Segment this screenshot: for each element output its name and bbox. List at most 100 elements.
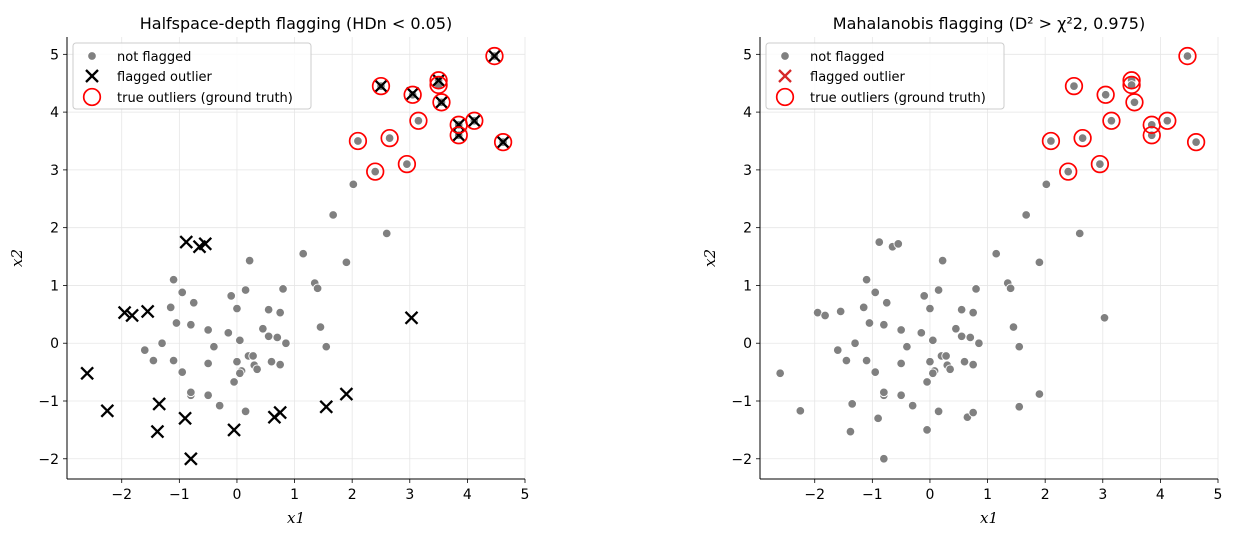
left-x-tick-label: −1 xyxy=(169,487,190,503)
right-point-not-flagged xyxy=(1005,283,1016,294)
right-point-not-flagged xyxy=(968,307,978,318)
left-point-not-flagged xyxy=(235,335,245,346)
right-point-not-flagged xyxy=(881,298,892,308)
right-point-not-flagged xyxy=(928,368,938,379)
right-y-tick-label: 5 xyxy=(743,47,752,63)
right-chart-panel: Mahalanobis flagging (D² > χ²2, 0.975) −… xyxy=(701,14,1222,527)
right-point-true-outlier xyxy=(1158,111,1177,130)
left-point-not-flagged xyxy=(381,228,392,239)
left-x-tick-label: 4 xyxy=(463,487,472,503)
left-point-not-flagged xyxy=(275,307,285,318)
right-point-not-flagged xyxy=(847,399,857,409)
right-point-not-flagged xyxy=(879,319,889,330)
left-y-tick-label: 5 xyxy=(50,47,59,63)
left-x-tick-label: 0 xyxy=(232,487,241,503)
right-point-not-flagged xyxy=(864,318,875,328)
right-point-not-flagged xyxy=(1191,137,1201,147)
right-point-not-flagged xyxy=(873,413,883,424)
left-point-not-flagged xyxy=(188,298,199,308)
right-point-true-outlier xyxy=(1178,46,1197,66)
right-point-not-flagged xyxy=(945,364,955,374)
right-point-not-flagged xyxy=(974,338,984,348)
left-point-flagged xyxy=(178,411,192,426)
right-legend-box xyxy=(765,42,1005,110)
left-point-true-outlier xyxy=(403,85,422,104)
left-point-not-flagged xyxy=(315,322,326,332)
left-point-not-flagged xyxy=(232,303,242,314)
left-point-true-outlier xyxy=(465,111,484,130)
right-point-not-flagged xyxy=(951,324,961,334)
right-point-not-flagged xyxy=(896,390,906,400)
right-point-not-flagged xyxy=(968,359,978,370)
right-point-not-flagged xyxy=(1162,116,1173,126)
left-y-tick-label: 4 xyxy=(50,105,59,121)
left-point-not-flagged xyxy=(177,367,187,377)
right-point-not-flagged xyxy=(1014,402,1024,412)
left-point-not-flagged xyxy=(263,304,274,315)
right-point-not-flagged xyxy=(919,291,929,301)
left-point-flagged xyxy=(374,79,388,93)
right-point-not-flagged xyxy=(870,287,880,298)
right-point-not-flagged xyxy=(1008,322,1019,332)
right-point-not-flagged xyxy=(879,387,889,398)
right-legend-marker-true-outlier xyxy=(775,87,795,107)
right-point-not-flagged xyxy=(1106,116,1117,126)
right-point-not-flagged xyxy=(965,332,976,343)
right-point-not-flagged xyxy=(1046,136,1056,146)
left-point-not-flagged xyxy=(168,274,179,285)
left-point-not-flagged xyxy=(140,345,150,355)
right-x-tick-label: 4 xyxy=(1156,487,1165,503)
right-point-not-flagged xyxy=(1063,166,1073,177)
right-legend-label: true outliers (ground truth) xyxy=(810,91,986,106)
left-legend-marker-true-outlier xyxy=(82,87,102,107)
right-point-true-outlier xyxy=(1122,71,1141,90)
left-point-flagged xyxy=(487,49,502,63)
right-point-not-flagged xyxy=(879,454,889,464)
right-legend-marker-not-flagged xyxy=(780,51,790,61)
left-legend: not flagged flagged outlier true outliers … xyxy=(72,42,312,110)
left-point-true-outlier xyxy=(449,126,468,145)
right-point-not-flagged xyxy=(933,406,944,417)
left-point-not-flagged xyxy=(275,359,285,370)
right-point-true-outlier xyxy=(1059,162,1078,181)
left-point-not-flagged xyxy=(229,377,239,387)
left-point-not-flagged xyxy=(165,302,176,313)
left-chart-title: Halfspace-depth flagging (HDn < 0.05) xyxy=(140,14,452,33)
left-point-not-flagged xyxy=(171,318,182,328)
right-y-tick-label: 4 xyxy=(743,105,752,121)
right-x-tick-label: −1 xyxy=(862,487,883,503)
left-point-not-flagged xyxy=(266,356,277,367)
right-point-not-flagged xyxy=(1014,341,1024,352)
left-y-tick-label: 1 xyxy=(50,278,59,294)
left-point-not-flagged xyxy=(272,332,283,343)
right-point-not-flagged xyxy=(937,255,948,266)
right-point-not-flagged xyxy=(858,302,869,313)
left-point-flagged xyxy=(431,73,446,88)
right-point-not-flagged xyxy=(1182,51,1193,61)
left-point-flagged xyxy=(496,135,510,149)
right-point-not-flagged xyxy=(956,304,967,315)
right-point-not-flagged xyxy=(902,341,912,352)
right-grid xyxy=(760,37,1219,479)
left-ticks: −2 −2 −1 −1 0 0 1 1 2 2 3 3 4 4 5 5 xyxy=(38,47,529,503)
left-point-flagged xyxy=(227,423,241,437)
left-point-not-flagged xyxy=(278,284,288,294)
left-legend-marker-flagged xyxy=(85,69,99,83)
left-point-not-flagged xyxy=(186,319,196,330)
left-point-true-outlier xyxy=(493,133,513,152)
left-legend-label: true outliers (ground truth) xyxy=(117,91,293,106)
right-point-not-flagged xyxy=(956,331,967,342)
left-y-tick-label: 3 xyxy=(50,163,59,179)
right-point-not-flagged xyxy=(841,355,852,366)
right-x-axis-label: x1 xyxy=(980,509,998,527)
left-point-not-flagged xyxy=(341,257,352,268)
left-point-not-flagged xyxy=(240,406,251,417)
left-point-not-flagged xyxy=(402,159,412,169)
right-point-true-outlier xyxy=(1102,111,1121,130)
right-point-not-flagged xyxy=(850,338,860,348)
right-point-not-flagged xyxy=(896,358,906,369)
left-point-true-outlier xyxy=(485,46,504,66)
right-y-tick-label: −2 xyxy=(731,452,752,468)
right-point-not-flagged xyxy=(795,406,806,416)
